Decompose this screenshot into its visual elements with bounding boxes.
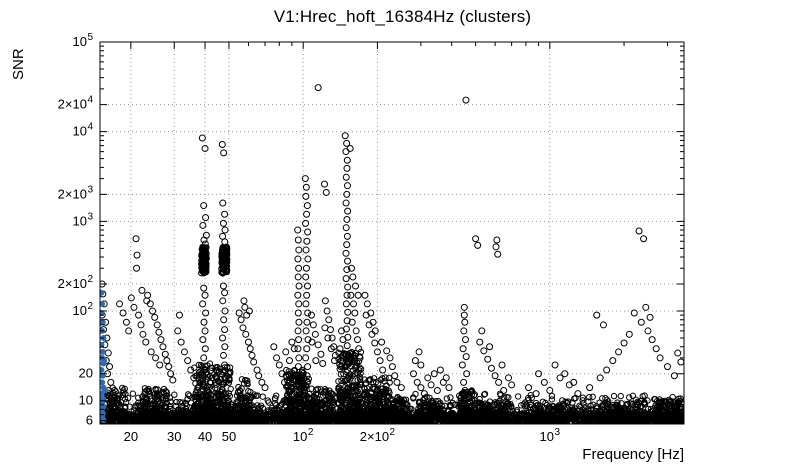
x-axis-label: Frequency [Hz] bbox=[582, 446, 684, 463]
y-axis-label: SNR bbox=[10, 48, 27, 80]
chart-title: V1:Hrec_hoft_16384Hz (clusters) bbox=[273, 7, 532, 26]
